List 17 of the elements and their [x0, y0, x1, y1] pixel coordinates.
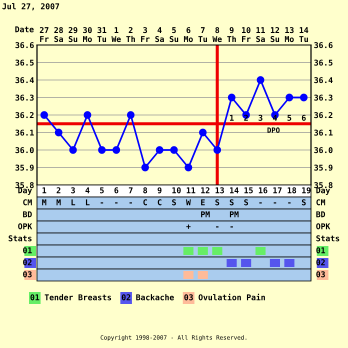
- point: [184, 164, 192, 172]
- point: [112, 146, 120, 154]
- point: [84, 111, 92, 119]
- point: [286, 94, 294, 102]
- point: [170, 146, 178, 154]
- point: [54, 128, 62, 136]
- point: [141, 164, 149, 172]
- point: [213, 146, 222, 154]
- point: [69, 146, 77, 154]
- point: [199, 128, 207, 136]
- point: [40, 111, 48, 119]
- point: [228, 94, 236, 102]
- point: [256, 76, 264, 84]
- point: [156, 146, 164, 154]
- point: [98, 146, 106, 154]
- point: [300, 94, 308, 102]
- point: [126, 111, 135, 119]
